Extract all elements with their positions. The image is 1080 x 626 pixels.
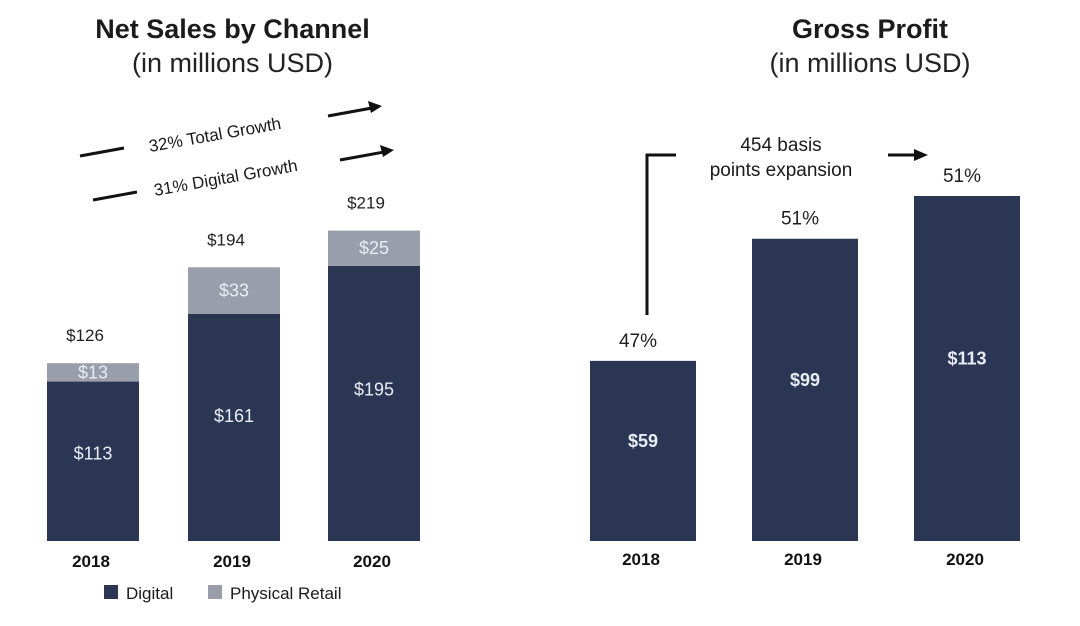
bracket-line — [645, 153, 676, 315]
label-gross-profit-2019: $99 — [790, 370, 820, 390]
label-total-2020: $219 — [347, 194, 385, 213]
label-total-2019: $194 — [207, 230, 245, 249]
label-digital-2019: $161 — [214, 406, 254, 426]
basis-points-annotation: 454 basis points expansion — [645, 135, 928, 315]
total-growth-arrowhead — [368, 101, 382, 113]
label-physical-retail-2019: $33 — [219, 281, 249, 301]
basis-points-text-line2: points expansion — [710, 160, 853, 181]
legend-swatch-digital — [104, 585, 118, 599]
net-sales-labels: $113 $13 $126 2018 $161 $33 $194 2019 $195 $25 $21… — [66, 194, 394, 571]
label-total-2018: $126 — [66, 326, 104, 345]
label-margin-2018: 47% — [619, 331, 657, 352]
digital-growth-line-left — [92, 190, 138, 202]
bar-physical-retail-2020 — [328, 230, 420, 266]
legend-swatch-physical-retail — [208, 585, 222, 599]
label-gross-profit-2020: $113 — [947, 349, 986, 369]
x-tick-2019: 2019 — [213, 552, 251, 571]
bar-digital-2020 — [328, 265, 420, 541]
total-growth-arrow — [327, 106, 373, 118]
digital-growth-annotation: 31% Digital Growth — [152, 156, 299, 200]
label-margin-2020: 51% — [943, 166, 981, 187]
gross-profit-labels: $59 47% 2018 $99 51% 2019 $113 51% 2020 — [619, 166, 987, 569]
x-tick-2018: 2018 — [72, 552, 110, 571]
gross-profit-subtitle: (in millions USD) — [769, 48, 971, 78]
x-tick-2020: 2020 — [353, 552, 391, 571]
label-physical-retail-2020: $25 — [359, 238, 389, 258]
legend-label-physical-retail: Physical Retail — [230, 584, 342, 603]
net-sales-title: Net Sales by Channel — [95, 14, 370, 44]
x-tick-gp-2018: 2018 — [622, 550, 660, 569]
bar-digital-2018 — [47, 381, 139, 541]
label-digital-2020: $195 — [354, 380, 394, 400]
total-growth-annotation: 32% Total Growth — [147, 114, 282, 156]
digital-growth-arrow — [339, 150, 385, 162]
net-sales-subtitle: (in millions USD) — [131, 48, 334, 78]
net-sales-bars — [47, 230, 420, 541]
bar-gross-profit-2018 — [590, 360, 696, 541]
expansion-arrowhead — [914, 149, 928, 161]
legend: Digital Physical Retail — [104, 584, 342, 603]
bar-gross-profit-2020 — [914, 196, 1020, 541]
digital-growth-arrowhead — [380, 145, 394, 157]
bar-digital-2019 — [188, 313, 280, 541]
label-gross-profit-2018: $59 — [628, 431, 658, 451]
label-physical-retail-2018: $13 — [78, 362, 108, 382]
gross-profit-title: Gross Profit — [791, 14, 949, 44]
bar-gross-profit-2019 — [752, 238, 858, 542]
growth-annotations: 32% Total Growth 31% Digital Growth — [79, 101, 394, 202]
bar-physical-retail-2019 — [188, 267, 280, 314]
label-digital-2018: $113 — [74, 443, 113, 463]
basis-points-text-line1: 454 basis — [740, 135, 821, 156]
label-margin-2019: 51% — [781, 209, 819, 230]
bar-physical-retail-2018 — [47, 363, 139, 382]
x-tick-gp-2020: 2020 — [946, 550, 984, 569]
legend-label-digital: Digital — [126, 584, 173, 603]
x-tick-gp-2019: 2019 — [784, 550, 822, 569]
gross-profit-bars — [590, 196, 1020, 542]
total-growth-line-left — [79, 146, 125, 158]
